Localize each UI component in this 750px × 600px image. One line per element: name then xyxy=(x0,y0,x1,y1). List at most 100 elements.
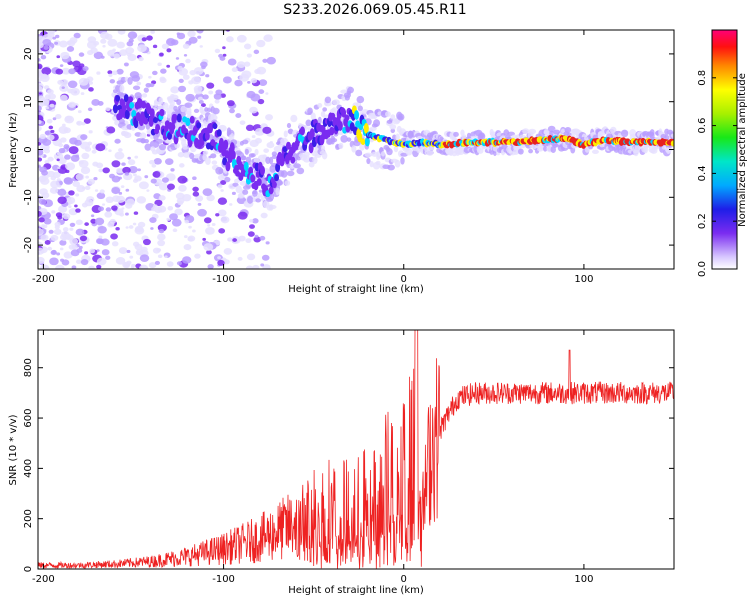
spectrogram-noise-blob xyxy=(217,259,225,266)
spectrogram-noise-blob xyxy=(199,45,203,48)
spectrogram-noise-blob xyxy=(53,228,62,235)
spectrogram-noise-blob xyxy=(160,68,167,74)
spectrogram-haze-blob xyxy=(397,113,405,121)
spectrogram-ridge-blob xyxy=(360,138,366,145)
spectrogram-noise-blob xyxy=(177,200,184,206)
spectrogram-noise-blob xyxy=(236,34,247,43)
spectrogram-ridge-blob xyxy=(115,95,121,102)
spectrogram-noise-blob xyxy=(98,168,104,173)
spectrogram-noise-blob xyxy=(178,67,189,76)
spectrogram-noise-blob xyxy=(125,188,130,192)
spectrogram-noise-blob xyxy=(121,207,125,210)
spectrogram-noise-blob xyxy=(79,63,85,68)
spectrogram-noise-blob xyxy=(174,208,183,216)
spectrogram-ridge-blob xyxy=(309,128,315,139)
spectrogram-noise-blob xyxy=(38,217,45,223)
spectrogram-haze-blob xyxy=(143,87,149,93)
spectrogram-haze-blob xyxy=(283,130,288,138)
spectrogram-noise-blob xyxy=(213,93,222,100)
spectrogram-haze-blob xyxy=(357,105,363,112)
spectrogram-noise-blob xyxy=(82,66,89,72)
spectrogram-noise-blob xyxy=(51,249,57,255)
spectrogram-noise-blob xyxy=(138,181,149,190)
spectrogram-haze-blob xyxy=(290,114,298,123)
spectrogram-noise-blob xyxy=(114,138,121,144)
spectrogram-haze-blob xyxy=(664,147,672,153)
spectrogram-noise-blob xyxy=(159,52,164,57)
spectrogram-noise-blob xyxy=(61,123,66,127)
spectrogram-noise-blob xyxy=(75,259,82,265)
spectrogram-ridge-blob xyxy=(167,131,173,140)
spectrogram-noise-blob xyxy=(97,206,105,212)
spectrogram-noise-blob xyxy=(265,114,274,121)
spectrogram-noise-blob xyxy=(158,228,165,234)
spectrogram-haze-blob xyxy=(204,157,211,166)
spectrogram-noise-blob xyxy=(260,263,265,267)
spectrogram-noise-blob xyxy=(166,261,174,267)
spectrogram-noise-blob xyxy=(38,198,47,205)
spectrogram-noise-blob xyxy=(78,160,89,168)
spectrogram-noise-blob xyxy=(218,228,226,234)
spectrogram-noise-blob xyxy=(119,212,125,217)
spectrogram-haze-blob xyxy=(193,108,200,114)
spectrogram-noise-blob xyxy=(108,73,113,77)
spectrogram-noise-blob xyxy=(41,170,48,176)
spectrogram-noise-blob xyxy=(57,196,67,204)
spectrogram-noise-blob xyxy=(121,162,126,166)
spectrogram-haze-blob xyxy=(144,143,152,151)
spectrogram-noise-blob xyxy=(262,58,268,63)
spectrogram-noise-blob xyxy=(154,260,161,265)
spectrogram-noise-blob xyxy=(176,32,181,36)
spectrogram-noise-blob xyxy=(239,120,246,125)
spectrogram-haze-blob xyxy=(257,192,263,198)
spectrogram-haze-blob xyxy=(127,77,133,85)
spectrogram-haze-blob xyxy=(269,156,274,165)
spectrogram-noise-blob xyxy=(260,212,268,219)
spectrogram-noise-blob xyxy=(229,108,235,114)
spectrogram-noise-blob xyxy=(126,52,132,57)
colorbar-label: Normalized spectral amplitude xyxy=(737,73,748,227)
spectrogram-noise-blob xyxy=(210,153,217,159)
spectrogram-haze-blob xyxy=(185,110,192,116)
spectrogram-noise-blob xyxy=(222,76,232,84)
spectrogram-noise-blob xyxy=(263,34,273,42)
spectrogram-noise-blob xyxy=(91,149,97,154)
spectrogram-ridge-blob xyxy=(123,94,129,103)
spectrogram-haze-blob xyxy=(347,86,354,94)
spectrogram-noise-blob xyxy=(217,209,227,217)
spectrogram-noise-blob xyxy=(141,37,147,42)
spectrogram-noise-blob xyxy=(166,217,171,221)
spectrogram-ridge-blob xyxy=(230,150,236,160)
spectrogram-haze-blob xyxy=(395,133,400,141)
spectrogram-noise-blob xyxy=(178,85,187,93)
spectrogram-noise-blob xyxy=(215,89,223,96)
spectrogram-noise-blob xyxy=(125,226,129,229)
spectrogram-noise-blob xyxy=(229,203,233,206)
spectrogram-noise-blob xyxy=(258,89,265,94)
spectrogram-noise-blob xyxy=(246,253,256,261)
spectrogram-haze-blob xyxy=(247,195,254,204)
spectrogram-noise-blob xyxy=(182,256,192,264)
spectrogram-noise-blob xyxy=(243,43,252,50)
spectrogram-noise-blob xyxy=(38,78,42,82)
spectrogram-ridge-blob xyxy=(329,126,335,136)
spectrogram-haze-blob xyxy=(344,94,350,101)
spectrogram-noise-blob xyxy=(54,41,59,45)
spectrogram-noise-blob xyxy=(222,53,227,57)
spectrogram-haze-blob xyxy=(453,131,459,137)
snr-xtick-label: 100 xyxy=(574,574,593,585)
spectrogram-haze-blob xyxy=(158,97,164,105)
spectrogram-haze-blob xyxy=(356,95,365,104)
spectrogram-noise-blob xyxy=(154,206,163,214)
spectrogram-haze-blob xyxy=(140,137,146,144)
spectrogram-haze-blob xyxy=(307,107,313,115)
snr-ytick-label: 200 xyxy=(23,509,34,528)
spectrogram-noise-blob xyxy=(55,212,63,218)
spectrogram-haze-blob xyxy=(405,148,413,156)
spectrogram-noise-blob xyxy=(170,168,175,172)
spectrogram-haze-blob xyxy=(293,163,301,169)
spectrogram-noise-blob xyxy=(89,248,96,254)
spectrogram-noise-blob xyxy=(38,210,42,217)
spectrogram-noise-blob xyxy=(192,176,197,181)
spectrogram-haze-blob xyxy=(340,135,348,143)
